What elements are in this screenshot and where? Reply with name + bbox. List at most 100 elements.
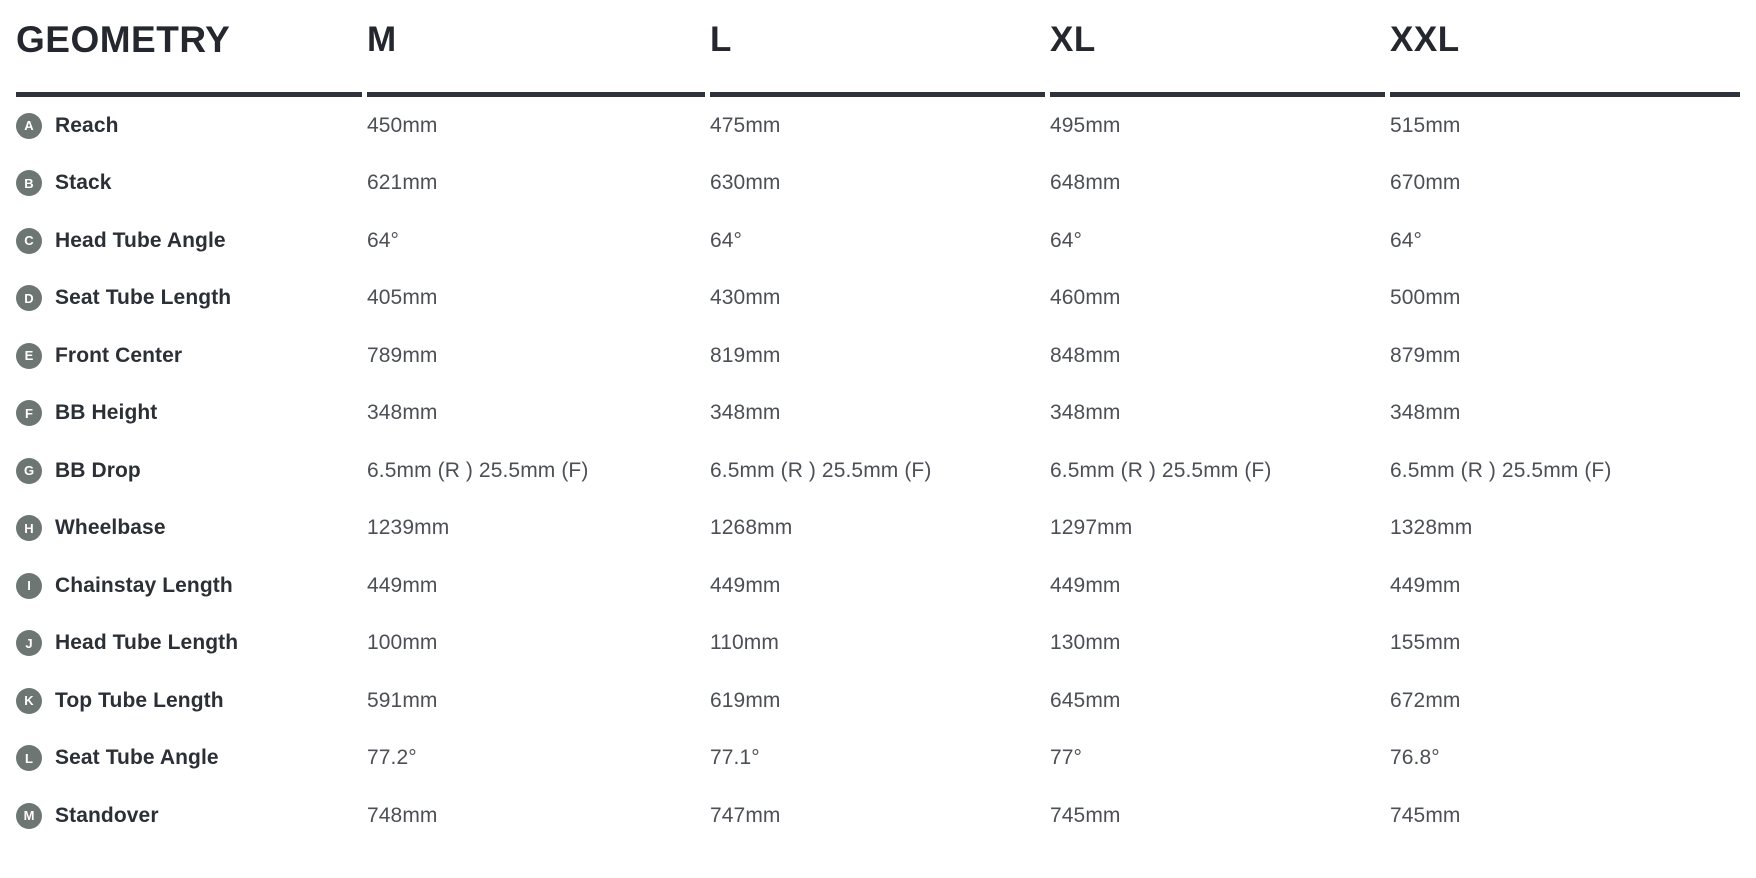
row-letter-badge: H (16, 515, 42, 542)
spec-row: A Reach 450mm 475mm 495mm 515mm (16, 97, 1740, 155)
spec-value-l: 110mm (710, 631, 779, 655)
row-letter-badge: G (16, 457, 42, 484)
row-letter-badge: M (16, 802, 42, 829)
spec-row: M Standover 748mm 747mm 745mm 745mm (16, 787, 1740, 845)
spec-value-l: 77.1° (710, 746, 760, 770)
spec-value-xxl: 76.8° (1390, 746, 1440, 770)
column-header-m-label: M (367, 20, 397, 59)
row-letter-badge: D (16, 285, 42, 312)
spec-value-l: 747mm (710, 803, 781, 827)
spec-value-l: 64° (710, 228, 743, 252)
spec-value-xxl: 155mm (1390, 631, 1461, 655)
row-label: Wheelbase (55, 516, 166, 540)
spec-value-xl: 77° (1050, 746, 1083, 770)
spec-value-xxl: 745mm (1390, 803, 1461, 827)
spec-value-m: 100mm (367, 631, 438, 655)
spec-row: E Front Center 789mm 819mm 848mm 879mm (16, 327, 1740, 385)
spec-value-m: 789mm (367, 343, 438, 367)
spec-value-m: 748mm (367, 803, 438, 827)
spec-row: I Chainstay Length 449mm 449mm 449mm 449… (16, 557, 1740, 615)
spec-value-m: 591mm (367, 688, 438, 712)
spec-value-m: 77.2° (367, 746, 417, 770)
spec-row: H Wheelbase 1239mm 1268mm 1297mm 1328mm (16, 500, 1740, 558)
spec-value-xl: 449mm (1050, 573, 1121, 597)
spec-label-cell: J Head Tube Length (16, 630, 367, 657)
spec-label-cell: I Chainstay Length (16, 572, 367, 599)
spec-value-l: 819mm (710, 343, 781, 367)
spec-row: G BB Drop 6.5mm (R ) 25.5mm (F) 6.5mm (R… (16, 442, 1740, 500)
column-header-l: L (710, 0, 1045, 97)
spec-label-cell: F BB Height (16, 400, 367, 427)
spec-label-cell: C Head Tube Angle (16, 227, 367, 254)
spec-value-xxl: 449mm (1390, 573, 1461, 597)
spec-value-m: 449mm (367, 573, 438, 597)
spec-value-xl: 64° (1050, 228, 1083, 252)
row-label: Seat Tube Angle (55, 746, 219, 770)
spec-value-l: 348mm (710, 401, 781, 425)
spec-row: F BB Height 348mm 348mm 348mm 348mm (16, 385, 1740, 443)
row-label: Head Tube Angle (55, 228, 226, 252)
row-label: BB Drop (55, 458, 141, 482)
spec-label-cell: B Stack (16, 170, 367, 197)
spec-value-l: 6.5mm (R ) 25.5mm (F) (710, 458, 932, 482)
spec-value-xxl: 500mm (1390, 286, 1461, 310)
spec-value-m: 348mm (367, 401, 438, 425)
spec-label-cell: M Standover (16, 802, 367, 829)
spec-value-l: 430mm (710, 286, 781, 310)
table-body: A Reach 450mm 475mm 495mm 515mm B Stack … (16, 97, 1740, 845)
spec-value-xxl: 670mm (1390, 171, 1461, 195)
spec-label-cell: K Top Tube Length (16, 687, 367, 714)
table-header-row: GEOMETRY M L XL XXL (16, 0, 1740, 97)
spec-value-xl: 645mm (1050, 688, 1121, 712)
row-label: Reach (55, 113, 119, 137)
spec-value-xl: 6.5mm (R ) 25.5mm (F) (1050, 458, 1272, 482)
spec-value-l: 630mm (710, 171, 781, 195)
spec-value-m: 64° (367, 228, 400, 252)
spec-row: K Top Tube Length 591mm 619mm 645mm 672m… (16, 672, 1740, 730)
spec-label-cell: D Seat Tube Length (16, 285, 367, 312)
row-letter-badge: E (16, 342, 42, 369)
row-letter-badge: L (16, 745, 42, 772)
column-header-xl: XL (1050, 0, 1385, 97)
spec-row: B Stack 621mm 630mm 648mm 670mm (16, 155, 1740, 213)
spec-value-xl: 348mm (1050, 401, 1121, 425)
spec-label-cell: L Seat Tube Angle (16, 745, 367, 772)
geometry-title-cell: GEOMETRY (16, 0, 362, 97)
spec-value-xl: 848mm (1050, 343, 1121, 367)
spec-label-cell: H Wheelbase (16, 515, 367, 542)
row-label: Seat Tube Length (55, 286, 232, 310)
row-label: Chainstay Length (55, 573, 233, 597)
spec-value-xl: 495mm (1050, 113, 1121, 137)
spec-row: C Head Tube Angle 64° 64° 64° 64° (16, 212, 1740, 270)
row-letter-badge: I (16, 572, 42, 599)
spec-value-xxl: 515mm (1390, 113, 1461, 137)
column-header-xxl-label: XXL (1390, 20, 1460, 59)
spec-value-xl: 1297mm (1050, 516, 1133, 540)
row-label: Front Center (55, 343, 183, 367)
spec-value-m: 1239mm (367, 516, 450, 540)
spec-value-m: 621mm (367, 171, 438, 195)
spec-value-xxl: 672mm (1390, 688, 1461, 712)
spec-value-xxl: 879mm (1390, 343, 1461, 367)
column-header-m: M (367, 0, 705, 97)
column-header-xl-label: XL (1050, 20, 1096, 59)
spec-row: D Seat Tube Length 405mm 430mm 460mm 500… (16, 270, 1740, 328)
spec-value-m: 6.5mm (R ) 25.5mm (F) (367, 458, 589, 482)
spec-value-l: 619mm (710, 688, 781, 712)
spec-label-cell: G BB Drop (16, 457, 367, 484)
spec-value-xl: 648mm (1050, 171, 1121, 195)
spec-value-l: 449mm (710, 573, 781, 597)
row-letter-badge: A (16, 112, 42, 139)
table-title: GEOMETRY (16, 19, 231, 60)
spec-value-xl: 460mm (1050, 286, 1121, 310)
row-label: Head Tube Length (55, 631, 239, 655)
column-header-l-label: L (710, 20, 732, 59)
spec-row: L Seat Tube Angle 77.2° 77.1° 77° 76.8° (16, 730, 1740, 788)
spec-value-xxl: 1328mm (1390, 516, 1473, 540)
row-label: Stack (55, 171, 112, 195)
spec-label-cell: A Reach (16, 112, 367, 139)
spec-value-xl: 745mm (1050, 803, 1121, 827)
row-label: BB Height (55, 401, 158, 425)
spec-row: J Head Tube Length 100mm 110mm 130mm 155… (16, 615, 1740, 673)
